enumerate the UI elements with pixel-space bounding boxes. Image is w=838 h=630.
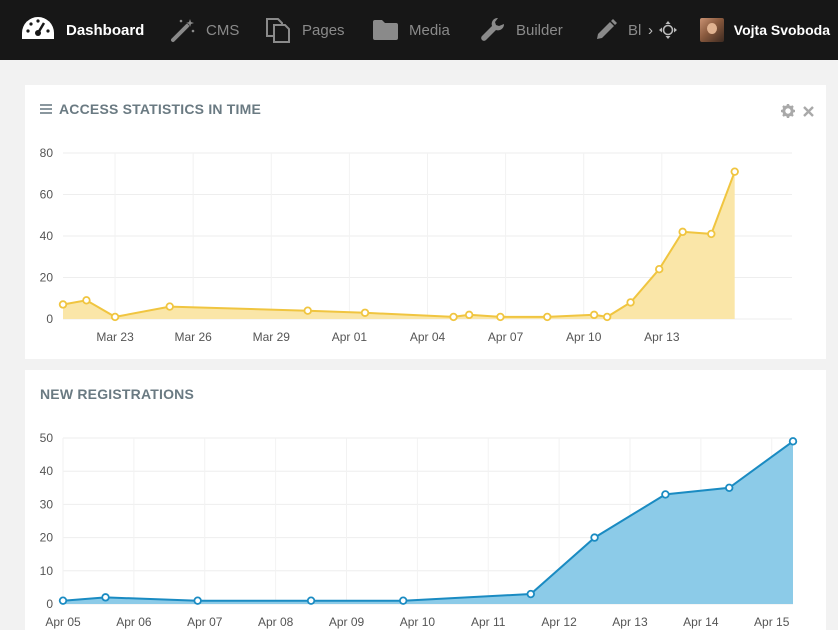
registrations-y-tick-label: 10 — [40, 564, 54, 578]
access-series-line — [62, 171, 736, 318]
folder-icon — [373, 20, 398, 40]
registrations-data-point[interactable] — [590, 533, 599, 542]
access-data-point[interactable] — [165, 302, 174, 311]
nav-cms-label: CMS — [206, 21, 240, 39]
registrations-x-tick-label: Apr 14 — [683, 615, 719, 629]
registrations-data-point[interactable] — [788, 437, 798, 446]
registrations-area-fill — [63, 441, 793, 604]
nav-blog[interactable]: Bl — [594, 0, 641, 60]
access-statistics-chart: 0 20 40 60 80 Mar 23 Mar 26 Mar 29 Apr 01 Apr 04 A… — [40, 146, 792, 344]
registrations-y-tick-label: 50 — [40, 431, 54, 445]
pages-copy-icon — [266, 18, 290, 43]
registrations-x-tick-label: Apr 06 — [116, 615, 152, 629]
registrations-data-point[interactable] — [58, 596, 68, 605]
access-data-point[interactable] — [110, 312, 120, 322]
settings-gear-icon[interactable] — [781, 104, 795, 118]
top-navigation-bar: Dashboard CMS Pages Media Builder — [0, 0, 838, 60]
registrations-x-tick-label: Apr 13 — [612, 615, 648, 629]
wrench-icon — [481, 17, 505, 41]
access-area-fill — [63, 171, 735, 319]
access-y-tick-label: 0 — [46, 312, 53, 326]
dashboard-gauge-icon — [22, 17, 54, 39]
registrations-x-tick-label: Apr 15 — [754, 615, 790, 629]
access-data-point[interactable] — [707, 229, 716, 239]
registrations-data-point[interactable] — [661, 490, 670, 499]
access-data-point[interactable] — [543, 312, 552, 322]
nav-more-button[interactable]: › — [648, 0, 677, 60]
access-statistics-title: ACCESS STATISTICS IN TIME — [40, 101, 261, 117]
access-data-point[interactable] — [464, 310, 474, 320]
access-y-tick-label: 20 — [40, 271, 54, 285]
registrations-data-point[interactable] — [725, 483, 734, 492]
menu-icon[interactable] — [40, 102, 52, 116]
nav-dashboard[interactable]: Dashboard — [20, 0, 144, 60]
nav-pages-label: Pages — [302, 21, 345, 39]
registrations-y-tick-label: 20 — [40, 531, 54, 545]
access-x-tick-label: Apr 04 — [410, 330, 446, 344]
registrations-y-tick-label: 0 — [46, 597, 53, 611]
access-y-tick-label: 60 — [40, 188, 54, 202]
magic-wand-icon — [171, 19, 195, 42]
access-y-tick-label: 40 — [40, 229, 54, 243]
nav-builder-label: Builder — [516, 21, 563, 39]
nav-pages[interactable]: Pages — [264, 0, 345, 60]
access-statistics-panel: ACCESS STATISTICS IN TIME 0 20 40 60 80 Mar 2… — [25, 85, 826, 359]
nav-media-label: Media — [409, 21, 450, 39]
access-x-tick-label: Mar 23 — [96, 330, 134, 344]
access-x-tick-label: Apr 01 — [332, 330, 368, 344]
registrations-x-tick-label: Apr 11 — [471, 615, 506, 629]
user-name: Vojta Svoboda — [733, 22, 830, 38]
registrations-x-tick-label: Apr 05 — [45, 615, 81, 629]
registrations-data-point[interactable] — [193, 596, 202, 605]
new-registrations-title: NEW REGISTRATIONS — [40, 386, 194, 402]
access-data-point[interactable] — [360, 308, 370, 317]
registrations-x-tick-label: Apr 10 — [400, 615, 436, 629]
access-data-point[interactable] — [602, 312, 612, 322]
registrations-x-tick-label: Apr 08 — [258, 615, 294, 629]
avatar — [699, 18, 724, 42]
close-icon[interactable] — [803, 105, 814, 117]
access-x-tick-label: Mar 29 — [253, 330, 291, 344]
access-x-tick-label: Mar 26 — [174, 330, 212, 344]
registrations-x-tick-label: Apr 12 — [541, 615, 577, 629]
move-arrows-icon — [659, 21, 677, 39]
access-data-point[interactable] — [449, 312, 458, 322]
nav-builder[interactable]: Builder — [480, 0, 563, 60]
nav-media[interactable]: Media — [372, 0, 450, 60]
registrations-series-line — [62, 440, 794, 602]
access-statistics-title-text: ACCESS STATISTICS IN TIME — [59, 101, 262, 117]
registrations-y-tick-label: 40 — [40, 464, 54, 478]
access-data-point[interactable] — [655, 264, 664, 274]
access-x-tick-label: Apr 07 — [488, 330, 524, 344]
new-registrations-title-text: NEW REGISTRATIONS — [40, 386, 195, 402]
new-registrations-chart: 0 10 20 30 40 50 Apr 05 Apr 06 Apr 07 Apr 08 Apr 0… — [40, 431, 798, 629]
user-menu[interactable]: Vojta Svoboda — [699, 0, 830, 60]
registrations-data-point[interactable] — [526, 589, 535, 599]
access-data-point[interactable] — [303, 306, 312, 315]
access-y-tick-label: 80 — [40, 146, 54, 160]
nav-dashboard-label: Dashboard — [66, 21, 145, 39]
pencil-icon — [597, 19, 617, 39]
new-registrations-panel: NEW REGISTRATIONS 0 10 20 30 40 50 Apr 05 Apr 0… — [25, 370, 826, 630]
access-x-tick-label: Apr 13 — [644, 330, 680, 344]
registrations-data-point[interactable] — [101, 593, 110, 602]
registrations-data-point[interactable] — [398, 596, 408, 605]
registrations-x-tick-label: Apr 09 — [329, 615, 365, 629]
access-data-point[interactable] — [626, 298, 635, 307]
registrations-data-point[interactable] — [306, 596, 316, 605]
registrations-y-tick-label: 30 — [40, 497, 54, 511]
panel-tools — [781, 104, 814, 118]
access-data-point[interactable] — [678, 227, 687, 237]
access-x-tick-label: Apr 10 — [566, 330, 602, 344]
registrations-x-tick-label: Apr 07 — [187, 615, 223, 629]
access-data-point[interactable] — [58, 300, 68, 309]
access-data-point[interactable] — [82, 296, 91, 305]
nav-more-glyph: › — [648, 21, 653, 39]
nav-blog-label: Bl — [628, 21, 642, 39]
access-data-point[interactable] — [730, 167, 739, 176]
access-data-point[interactable] — [496, 312, 505, 322]
nav-cms[interactable]: CMS — [170, 0, 239, 60]
access-data-point[interactable] — [589, 310, 599, 320]
